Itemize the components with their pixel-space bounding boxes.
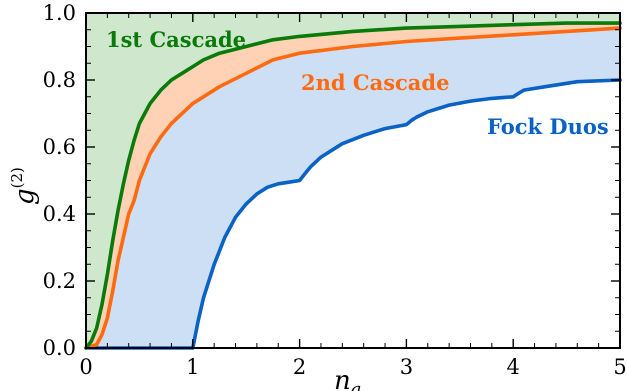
x-axis-label: na: [334, 366, 361, 391]
y-tick-label: 0.8: [43, 68, 76, 92]
annotation-2nd-cascade: 2nd Cascade: [301, 70, 449, 95]
series-line-second-cascade: [84, 26, 622, 350]
y-tick-label: 0.4: [43, 202, 76, 226]
x-tick-label: 3: [400, 355, 413, 379]
x-tick-label: 5: [613, 355, 626, 379]
y-axis-label-sup: (2): [8, 167, 26, 188]
x-tick-label: 2: [293, 355, 306, 379]
y-tick-label: 1.0: [43, 1, 76, 25]
first-cascade-fill: [86, 13, 620, 348]
x-tick-label: 4: [507, 355, 520, 379]
fock-duos-fill: [86, 28, 620, 348]
x-tick-label: 1: [186, 355, 199, 379]
annotation-fock-duos: Fock Duos: [487, 114, 609, 139]
axis-ticks: [85, 12, 621, 349]
y-tick-label: 0.2: [43, 269, 76, 293]
fill-regions: [86, 13, 620, 348]
x-tick-label: 0: [79, 355, 92, 379]
tick-labels: 0 1 2 3 4 5 0.0 0.2 0.4 0.6 0.8 1.0: [43, 1, 627, 379]
y-tick-label: 0.6: [43, 135, 76, 159]
annotation-1st-cascade: 1st Cascade: [106, 27, 246, 52]
x-axis-label-main: n: [334, 366, 351, 391]
series-line-fock-duos: [84, 78, 622, 350]
y-axis-label: g(2): [8, 167, 40, 205]
series-lines: [84, 21, 622, 350]
series-line-first-cascade: [84, 21, 622, 350]
y-axis-label-main: g: [10, 188, 40, 205]
x-axis-label-sub: a: [351, 379, 362, 391]
y-tick-label: 0.0: [43, 336, 76, 360]
